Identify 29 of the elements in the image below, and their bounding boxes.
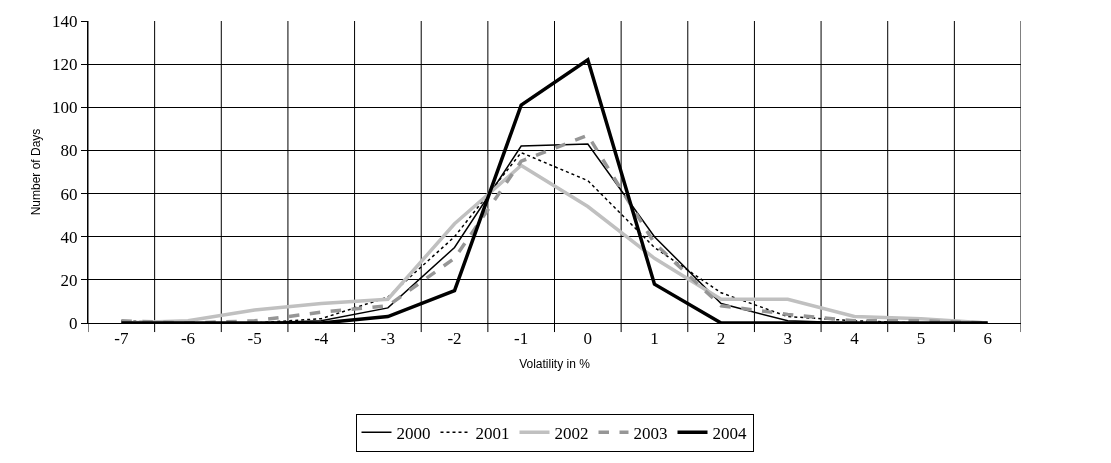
x-tick-label: 5 [916, 329, 926, 349]
x-tick-label: -2 [447, 329, 462, 349]
y-tick-label: 40 [60, 227, 78, 247]
legend-label: 2003 [633, 423, 668, 443]
y-axis-title: Number of Days [29, 128, 44, 216]
x-tick-label: -4 [314, 329, 329, 349]
y-tick-label: 20 [60, 270, 78, 290]
x-tick-label: -1 [514, 329, 529, 349]
y-tick-label: 120 [52, 55, 78, 75]
x-tick-label: 4 [850, 329, 860, 349]
y-tick-label: 80 [60, 141, 78, 161]
x-tick-label: 6 [983, 329, 992, 349]
x-tick-label: -6 [180, 329, 196, 349]
legend-label: 2004 [712, 423, 747, 443]
x-tick-label: -3 [380, 329, 395, 349]
legend-label: 2002 [554, 423, 589, 443]
legend-label: 2001 [475, 423, 510, 443]
x-tick-label: -7 [114, 329, 129, 349]
y-tick-label: 0 [69, 313, 78, 333]
x-tick-label: 0 [583, 329, 593, 349]
x-tick-label: 2 [716, 329, 726, 349]
x-tick-label: -5 [247, 329, 262, 349]
y-tick-label: 140 [52, 11, 78, 31]
y-tick-label: 100 [52, 98, 78, 118]
x-axis-title: Volatility in % [519, 357, 591, 372]
x-tick-label: 3 [783, 329, 792, 349]
x-tick-label: 1 [650, 329, 659, 349]
legend-label: 2000 [396, 423, 431, 443]
y-tick-label: 60 [60, 184, 78, 204]
